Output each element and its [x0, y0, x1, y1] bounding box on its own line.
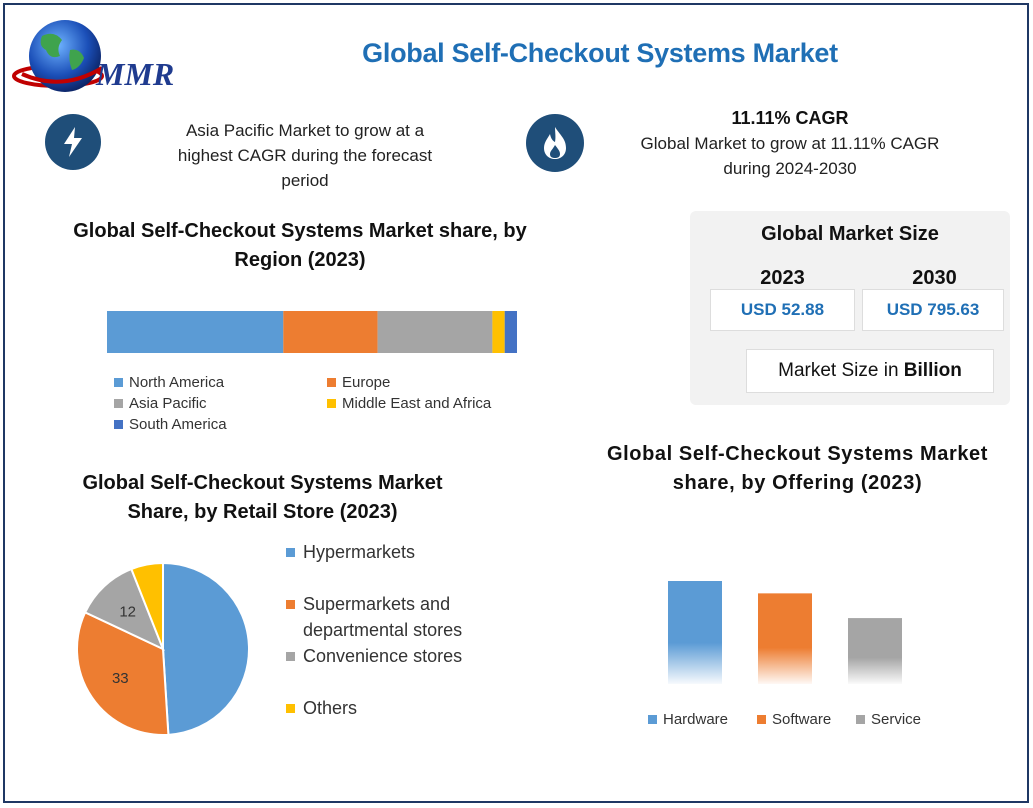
unit-bold: Billion [903, 360, 962, 381]
offering-bar-hardware [668, 581, 722, 684]
legend-mea: Middle East and Africa [327, 395, 491, 412]
region-segment-3 [492, 311, 505, 353]
legend-label: Hypermarkets [303, 542, 416, 562]
pie-slice-2 [83, 567, 165, 651]
legend-label: Others [303, 698, 358, 718]
legend-service: Service [856, 711, 921, 728]
swatch [114, 399, 123, 408]
swatch [856, 715, 865, 724]
swatch [114, 378, 123, 387]
legend-label: South America [129, 416, 227, 433]
logo-text: MMR [96, 56, 175, 92]
legend-convenience: Convenience stores [286, 643, 526, 669]
region-stacked-bar [107, 311, 517, 353]
swatch [327, 399, 336, 408]
legend-europe: Europe [327, 374, 390, 391]
mmr-logo [10, 14, 210, 96]
swatch [757, 715, 766, 724]
retail-pie-chart: 33 12 [76, 561, 250, 736]
legend-label: Convenience stores [303, 646, 463, 666]
region-chart-title: Global Self-Checkout Systems Market shar… [73, 220, 527, 271]
pie-slice-0 [162, 561, 250, 736]
legend-south-america: South America [114, 416, 227, 433]
legend-label: Asia Pacific [129, 395, 207, 412]
swatch [286, 600, 295, 609]
swatch [286, 548, 295, 557]
page-title: Global Self-Checkout Systems Market [362, 38, 838, 68]
market-size-title: Global Market Size [761, 223, 939, 245]
legend-others: Others [286, 695, 526, 721]
legend-label: Supermarkets and departmental stores [303, 594, 463, 640]
legend-label: Middle East and Africa [342, 395, 492, 412]
retail-legend: Hypermarkets Supermarkets and department… [286, 539, 526, 721]
legend-label: Europe [342, 374, 391, 391]
year-2023: 2023 [760, 267, 805, 289]
legend-label: Service [871, 711, 922, 728]
pie-slice-1 [76, 611, 170, 736]
offering-bar-chart [668, 581, 902, 684]
info-left-text: Asia Pacific Market to grow at a highest… [177, 121, 433, 190]
legend-label: Hardware [663, 711, 729, 728]
pie-label-1: 33 [112, 670, 129, 687]
info-right-text: Global Market to grow at 11.11% CAGR dur… [640, 134, 940, 178]
swatch [114, 420, 123, 429]
value-2023: USD 52.88 [710, 289, 855, 331]
market-size-panel: Global Market Size 2023 2030 USD 52.88 U… [690, 211, 1010, 405]
lightning-icon [45, 114, 101, 170]
legend-asia-pacific: Asia Pacific [114, 395, 207, 412]
year-2030: 2030 [912, 267, 957, 289]
outer-frame [3, 3, 1029, 803]
retail-chart-title: Global Self-Checkout Systems Market Shar… [82, 472, 443, 523]
pie-label-2: 12 [119, 603, 136, 620]
legend-label: Software [772, 711, 832, 728]
value-2030: USD 795.63 [862, 289, 1004, 331]
legend-label: North America [129, 374, 225, 391]
pie-slice-3 [130, 561, 164, 650]
region-segment-0 [107, 311, 284, 353]
cagr-heading: 11.11% CAGR [731, 108, 849, 128]
flame-icon [526, 114, 584, 172]
offering-bar-service [848, 618, 902, 684]
swatch [286, 652, 295, 661]
region-segment-4 [504, 311, 517, 353]
legend-supermarkets: Supermarkets and departmental stores [286, 591, 526, 643]
swatch [286, 704, 295, 713]
legend-hypermarkets: Hypermarkets [286, 539, 526, 565]
unit-prefix: Market Size in [778, 360, 904, 381]
legend-software: Software [757, 711, 831, 728]
offering-legend: Hardware Software Service [648, 711, 948, 731]
offering-chart-title: Global Self-Checkout Systems Market shar… [606, 443, 989, 494]
offering-bar-software [758, 593, 812, 684]
region-legend: North America Europe Asia Pacific Middle… [114, 374, 534, 438]
swatch [648, 715, 657, 724]
region-segment-2 [377, 311, 493, 353]
swatch [327, 378, 336, 387]
legend-hardware: Hardware [648, 711, 728, 728]
market-size-unit: Market Size in Billion [746, 349, 994, 393]
legend-north-america: North America [114, 374, 224, 391]
region-segment-1 [283, 311, 378, 353]
